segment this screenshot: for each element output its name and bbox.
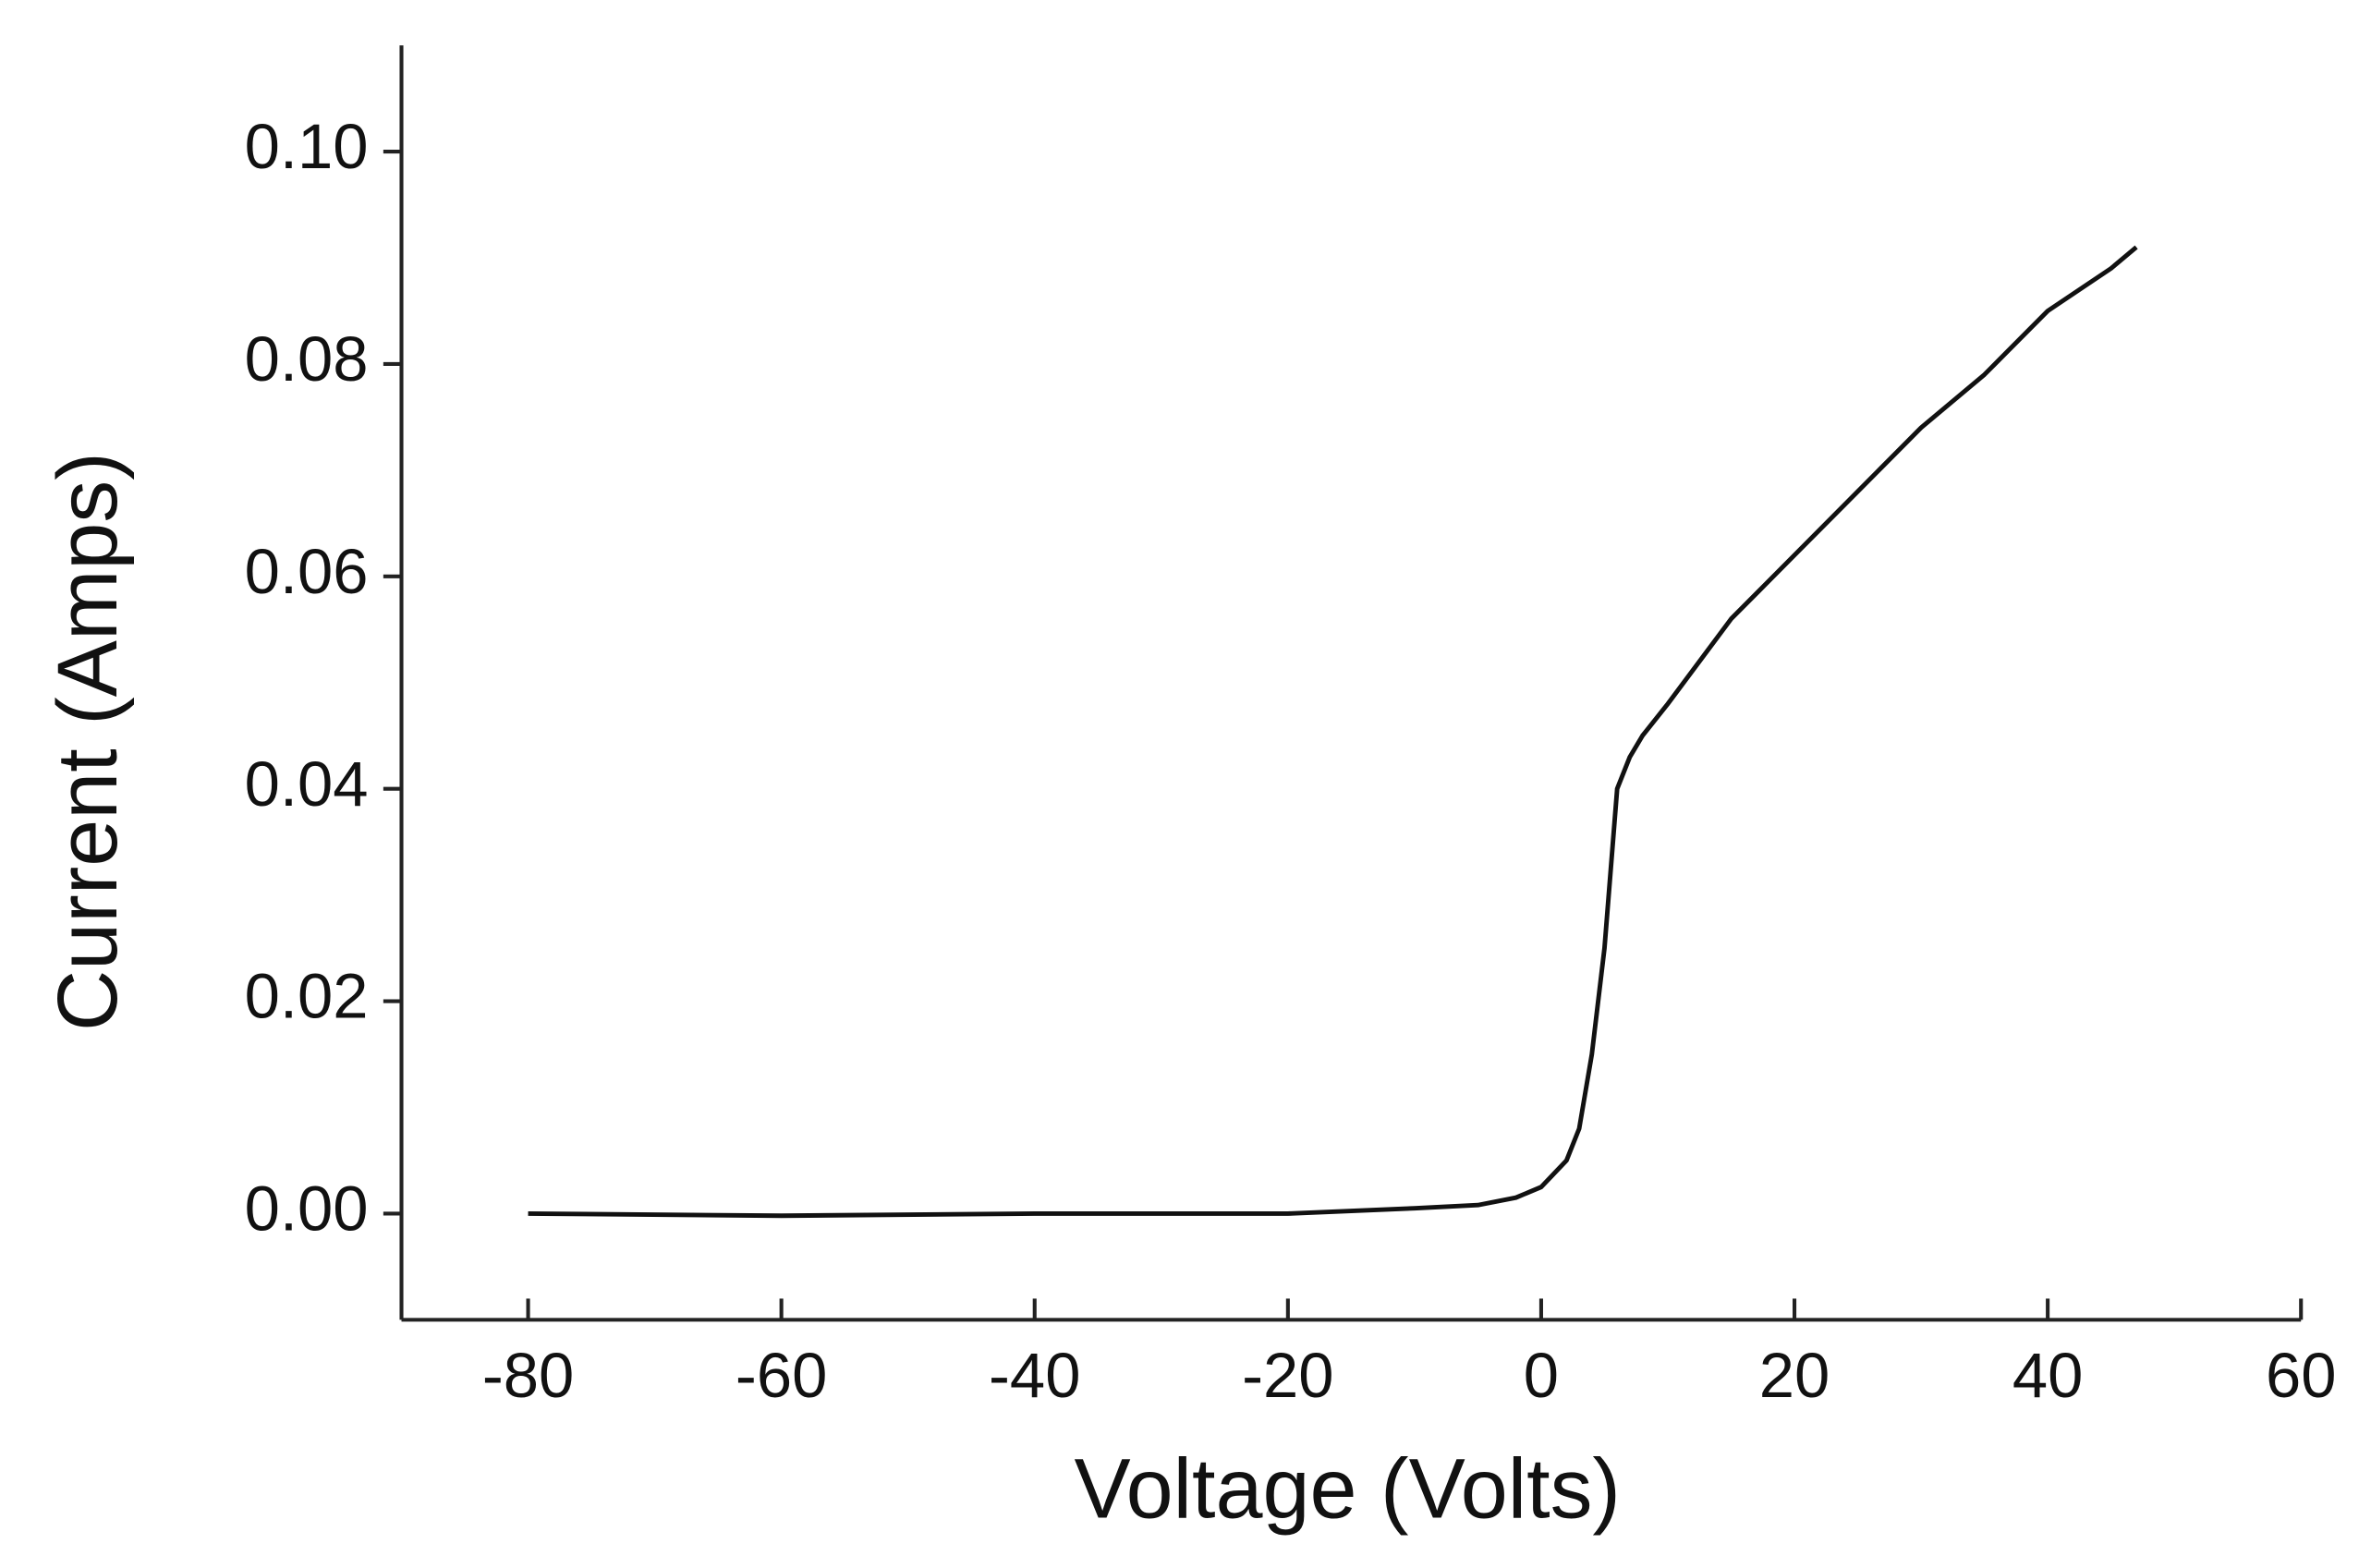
x-tick-label: 40 [2012, 1340, 2084, 1411]
x-tick-label: 0 [1524, 1340, 1559, 1411]
x-tick-label: -60 [736, 1340, 827, 1411]
x-tick-label: -80 [482, 1340, 574, 1411]
x-tick-label: -20 [1242, 1340, 1333, 1411]
x-tick-label: 60 [2266, 1340, 2337, 1411]
y-axis-title: Current (Amps) [41, 452, 135, 1031]
y-tick-label: 0.10 [245, 111, 369, 182]
x-tick-label: 20 [1759, 1340, 1830, 1411]
y-tick-label: 0.04 [245, 748, 369, 820]
y-tick-label: 0.08 [245, 323, 369, 395]
x-axis-title: Voltage (Volts) [1075, 1442, 1621, 1537]
y-tick-label: 0.00 [245, 1173, 369, 1245]
y-tick-label: 0.06 [245, 536, 369, 607]
data-line [528, 245, 2138, 1219]
y-tick-label: 0.02 [245, 961, 369, 1032]
x-tick-label: -40 [989, 1340, 1080, 1411]
